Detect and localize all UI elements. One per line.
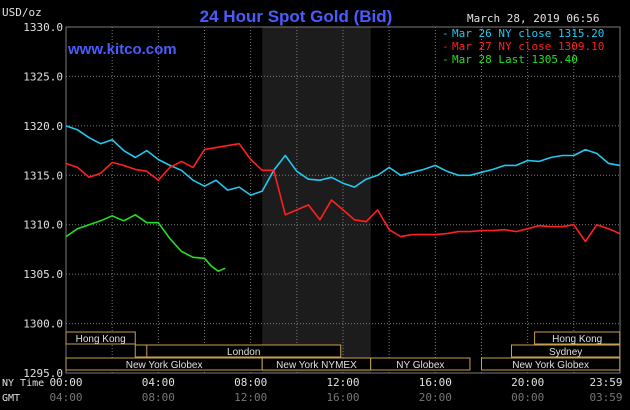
y-tick-label: 1320.0: [23, 120, 63, 133]
x-tick-label-gmt: 03:59: [589, 391, 622, 404]
session-box: [146, 344, 342, 358]
session-label: Hong Kong: [552, 334, 602, 345]
gmt-row-label: GMT: [2, 393, 20, 404]
series-line-2: [65, 214, 226, 273]
legend-item-mar27: Mar 27 NY close 1309.10: [452, 40, 604, 53]
x-tick-label-ny: 16:00: [419, 376, 452, 389]
x-tick-label-gmt: 12:00: [234, 391, 267, 404]
x-tick-label-ny: 12:00: [326, 376, 359, 389]
session-label: New York NYMEX: [276, 360, 357, 371]
legend-marker: -: [442, 27, 449, 40]
axis-layer: 1330.0 1325.0 1320.0 1315.0 1310.0 1305.0 1300…: [2, 21, 623, 404]
session-box: [511, 344, 621, 358]
y-tick-label: 1325.0: [23, 70, 63, 83]
session-box: [481, 357, 621, 371]
x-tick-label-ny: 20:00: [511, 376, 544, 389]
y-tick-label: 1300.0: [23, 318, 63, 331]
chart-title: 24 Hour Spot Gold (Bid): [200, 7, 393, 26]
sessions-layer: Hong Kong London New York Globex New York N…: [65, 331, 621, 371]
legend-item-mar28: Mar 28 Last 1305.40: [452, 53, 578, 66]
unit-label: USD/oz: [2, 6, 42, 19]
x-tick-label-gmt: 00:00: [511, 391, 544, 404]
session-label: London: [227, 347, 260, 358]
y-tick-label: 1330.0: [23, 21, 63, 34]
date-label: March 28, 2019 06:56: [467, 12, 599, 25]
x-tick-label-ny: 00:00: [49, 376, 82, 389]
y-tick-label: 1295.0: [23, 367, 63, 380]
series-layer: [65, 125, 621, 273]
x-tick-label-gmt: 08:00: [142, 391, 175, 404]
session-label: New York Globex: [512, 360, 589, 371]
nymex-shade: [262, 27, 371, 373]
x-tick-label-gmt: 04:00: [49, 391, 82, 404]
legend-marker: -: [442, 40, 449, 53]
session-label: Sydney: [549, 347, 582, 358]
session-label: NY Globex: [396, 360, 444, 371]
y-tick-label: 1305.0: [23, 268, 63, 281]
session-label: Hong Kong: [76, 334, 126, 345]
x-tick-label-ny: 08:00: [234, 376, 267, 389]
legend: - Mar 26 NY close 1315.20 - Mar 27 NY cl…: [442, 27, 604, 66]
grid: [65, 26, 621, 374]
x-tick-label-ny: 23:59: [589, 376, 622, 389]
plot-frame: [65, 26, 621, 374]
session-box: [534, 331, 621, 345]
y-tick-label: 1310.0: [23, 219, 63, 232]
session-box: [370, 357, 471, 371]
legend-marker: -: [442, 53, 449, 66]
series-line-0: [65, 125, 620, 196]
legend-item-mar26: Mar 26 NY close 1315.20: [452, 27, 604, 40]
site-link[interactable]: www.kitco.com: [67, 41, 177, 58]
series-line-1: [65, 142, 621, 243]
ny-time-row-label: NY Time: [2, 378, 44, 389]
x-tick-label-gmt: 20:00: [419, 391, 452, 404]
y-tick-label: 1315.0: [23, 169, 63, 182]
session-label: New York Globex: [126, 360, 203, 371]
x-tick-label-ny: 04:00: [142, 376, 175, 389]
x-tick-label-gmt: 16:00: [326, 391, 359, 404]
session-box: [65, 331, 136, 345]
